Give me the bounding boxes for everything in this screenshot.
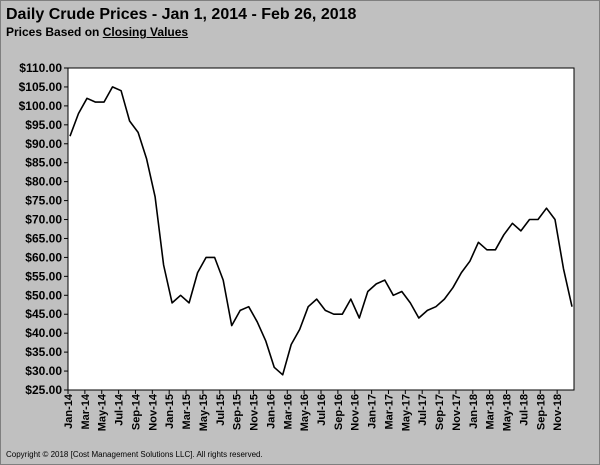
y-tick-label: $25.00 bbox=[25, 383, 62, 397]
chart-title: Daily Crude Prices - Jan 1, 2014 - Feb 2… bbox=[6, 6, 357, 23]
x-tick-label: May-16 bbox=[299, 394, 311, 431]
x-tick-label: Jan-17 bbox=[367, 394, 379, 429]
x-tick-label: Nov-17 bbox=[451, 394, 463, 431]
x-tick-label: Nov-18 bbox=[552, 394, 564, 431]
subtitle-link[interactable]: Closing Values bbox=[102, 25, 189, 39]
x-tick-label: Mar-17 bbox=[383, 394, 395, 429]
y-tick-label: $95.00 bbox=[25, 118, 62, 132]
x-tick-label: Jul-15 bbox=[215, 394, 227, 426]
x-tick-label: Sep-17 bbox=[434, 394, 446, 430]
x-tick-label: Sep-18 bbox=[535, 394, 547, 430]
x-tick-label: May-14 bbox=[97, 393, 109, 431]
price-series-line bbox=[69, 86, 573, 376]
y-tick-label: $50.00 bbox=[25, 288, 62, 302]
y-axis: $25.00 $30.00 $35.00 $40.00 $45.00 $50.00 $55.… bbox=[19, 61, 68, 397]
plot-area bbox=[67, 67, 575, 391]
x-tick-label: Sep-16 bbox=[333, 394, 345, 430]
chart-subtitle: Prices Based on Closing Values bbox=[6, 25, 188, 39]
y-tick-label: $40.00 bbox=[25, 326, 62, 340]
x-tick-label: Sep-15 bbox=[232, 394, 244, 430]
y-tick-label: $60.00 bbox=[25, 250, 62, 264]
y-tick-label: $85.00 bbox=[25, 156, 62, 170]
x-tick-label: May-15 bbox=[198, 394, 210, 431]
x-tick-label: Mar-18 bbox=[485, 394, 497, 429]
series-group bbox=[69, 86, 573, 376]
x-tick-label: May-17 bbox=[400, 394, 412, 431]
x-tick-label: Nov-14 bbox=[147, 393, 159, 431]
x-tick-label: Jul-18 bbox=[518, 394, 530, 426]
x-tick-label: Nov-15 bbox=[249, 394, 261, 431]
x-tick-label: Sep-14 bbox=[130, 393, 142, 430]
y-tick-label: $110.00 bbox=[19, 61, 62, 75]
y-tick-label: $65.00 bbox=[25, 231, 62, 245]
x-tick-label: May-18 bbox=[502, 394, 514, 431]
x-tick-label: Jan-16 bbox=[265, 394, 277, 429]
x-tick-label: Mar-14 bbox=[80, 393, 92, 429]
x-tick-label: Jul-14 bbox=[114, 393, 126, 426]
y-tick-label: $70.00 bbox=[25, 213, 62, 227]
x-tick-label: Mar-16 bbox=[282, 394, 294, 429]
y-tick-label: $45.00 bbox=[25, 307, 62, 321]
y-tick-label: $30.00 bbox=[25, 364, 62, 378]
x-tick-label: Jul-16 bbox=[316, 394, 328, 426]
x-axis: Jan-14 Mar-14 May-14 Jul-14 Sep-14 Nov-14 Jan-… bbox=[63, 390, 564, 431]
x-tick-label: Jul-17 bbox=[417, 394, 429, 426]
x-tick-label: Jan-18 bbox=[468, 394, 480, 429]
x-tick-label: Mar-15 bbox=[181, 394, 193, 429]
y-tick-label: $80.00 bbox=[25, 175, 62, 189]
x-tick-label: Jan-14 bbox=[63, 393, 75, 429]
y-tick-label: $55.00 bbox=[25, 269, 62, 283]
x-tick-label: Jan-15 bbox=[164, 394, 176, 429]
y-tick-label: $105.00 bbox=[19, 80, 63, 94]
y-tick-label: $90.00 bbox=[25, 137, 62, 151]
y-tick-label: $100.00 bbox=[19, 99, 63, 113]
subtitle-prefix: Prices Based on bbox=[6, 25, 103, 39]
y-tick-label: $35.00 bbox=[25, 345, 62, 359]
x-tick-label: Nov-16 bbox=[350, 394, 362, 431]
y-tick-label: $75.00 bbox=[25, 194, 62, 208]
copyright-footer: Copyright © 2018 [Cost Management Soluti… bbox=[6, 450, 263, 459]
